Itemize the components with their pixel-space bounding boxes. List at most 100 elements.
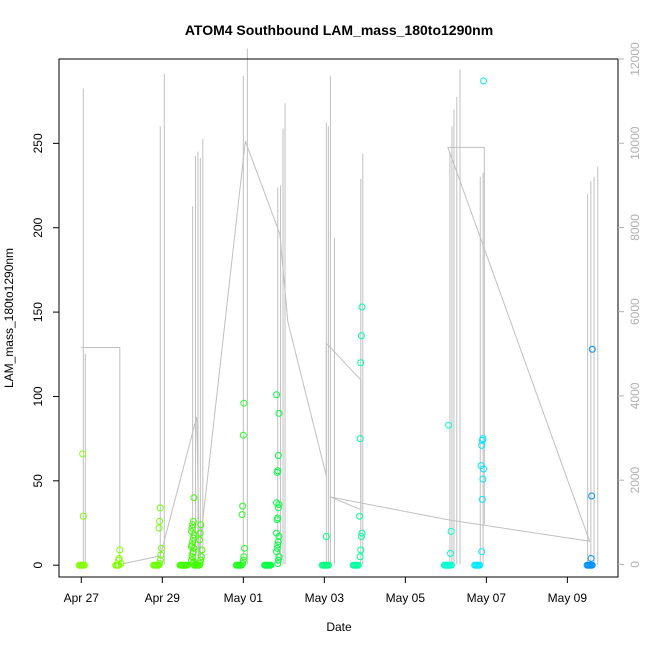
axes: Apr 27 Apr 29 May 01 May 03 May 05 May 07 May …: [31, 42, 642, 605]
plot-frame: [58, 58, 619, 578]
data-point-121: [356, 553, 364, 561]
data-point-126: [356, 435, 364, 443]
data-point-152: [478, 441, 486, 449]
data-point-93: [274, 541, 282, 549]
secondary-series: [81, 48, 599, 566]
data-point-137: [447, 561, 455, 569]
data-point-149: [479, 475, 487, 483]
data-point-98: [274, 514, 282, 522]
x-tick-label-5: May 07: [467, 591, 507, 605]
data-point-11: [115, 561, 123, 569]
data-point-161: [588, 561, 596, 569]
data-point-62: [197, 553, 205, 561]
y2-tick-label-1: 2000: [628, 466, 642, 493]
data-point-75: [240, 553, 248, 561]
data-point-40: [188, 553, 196, 561]
data-point-15: [116, 546, 124, 554]
y-tick-label-3: 150: [31, 302, 45, 322]
data-point-104: [274, 452, 282, 460]
data-point-88: [274, 560, 282, 568]
data-point-129: [358, 303, 366, 311]
data-point-65: [196, 529, 204, 537]
data-point-122: [357, 546, 365, 554]
data-point-14: [115, 554, 123, 562]
data-point-53: [190, 494, 198, 502]
data-point-45: [188, 541, 196, 549]
data-point-7: [79, 512, 87, 520]
data-point-147: [478, 548, 486, 556]
y2-tick-label-4: 8000: [628, 214, 642, 241]
x-tick-label-1: Apr 29: [145, 591, 181, 605]
y-tick-label-5: 250: [31, 133, 45, 153]
data-point-66: [197, 521, 205, 529]
x-tick-label-0: Apr 27: [64, 591, 100, 605]
data-point-151: [477, 462, 485, 470]
data-point-26: [155, 524, 163, 532]
data-point-163: [588, 492, 596, 500]
x-tick-label-3: May 03: [305, 591, 345, 605]
data-point-89: [274, 556, 282, 564]
x-tick-label-2: May 01: [224, 591, 264, 605]
data-point-76: [241, 544, 249, 552]
data-point-6: [79, 450, 87, 458]
y-tick-label-2: 100: [31, 386, 45, 406]
data-point-96: [273, 529, 281, 537]
data-point-28: [156, 504, 164, 512]
data-point-61: [197, 556, 205, 564]
chart-title: ATOM4 Southbound LAM_mass_180to1290nm: [185, 22, 493, 38]
data-point-139: [447, 527, 455, 535]
data-point-24: [157, 551, 165, 559]
data-point-60: [196, 560, 204, 568]
data-point-146: [476, 561, 484, 569]
data-point-92: [273, 544, 281, 552]
data-point-154: [479, 435, 487, 443]
data-point-27: [156, 517, 164, 525]
y-axis-label: LAM_mass_180to1290nm: [2, 248, 16, 388]
data-point-49: [187, 527, 195, 535]
data-point-50: [188, 524, 196, 532]
y2-tick-label-5: 10000: [628, 126, 642, 160]
data-point-46: [189, 538, 197, 546]
data-point-47: [189, 534, 197, 542]
data-point-78: [239, 502, 247, 510]
y2-tick-label-0: 0: [628, 561, 642, 568]
data-point-127: [357, 359, 365, 367]
data-point-36: [183, 561, 191, 569]
data-point-74: [239, 556, 247, 564]
y2-tick-label-6: 12000: [628, 42, 642, 76]
data-point-5: [80, 561, 88, 569]
data-point-155: [480, 77, 488, 85]
data-point-77: [238, 511, 246, 519]
data-point-128: [357, 332, 365, 340]
data-point-113: [324, 561, 332, 569]
data-point-73: [239, 560, 247, 568]
data-point-52: [189, 517, 197, 525]
y-tick-label-4: 200: [31, 217, 45, 237]
data-point-114: [322, 533, 330, 541]
data-point-79: [239, 431, 247, 439]
data-point-138: [447, 549, 455, 557]
data-point-87: [267, 561, 275, 569]
data-point-64: [196, 536, 204, 544]
data-point-80: [240, 399, 248, 407]
data-point-23: [156, 556, 164, 564]
data-point-162: [587, 554, 595, 562]
data-point-105: [275, 409, 283, 417]
data-point-103: [274, 467, 282, 475]
data-point-51: [189, 521, 197, 529]
y2-tick-label-3: 6000: [628, 298, 642, 325]
data-point-148: [478, 495, 486, 503]
data-point-124: [358, 529, 366, 537]
data-points: [75, 77, 596, 569]
data-point-106: [273, 391, 281, 399]
x-axis-label: Date: [326, 620, 352, 634]
y2-tick-label-2: 4000: [628, 382, 642, 409]
secondary-series-line: [81, 140, 591, 566]
data-point-101: [273, 499, 281, 507]
data-point-120: [354, 561, 362, 569]
data-point-125: [356, 512, 364, 520]
data-point-140: [445, 421, 453, 429]
y-tick-label-1: 50: [31, 474, 45, 488]
